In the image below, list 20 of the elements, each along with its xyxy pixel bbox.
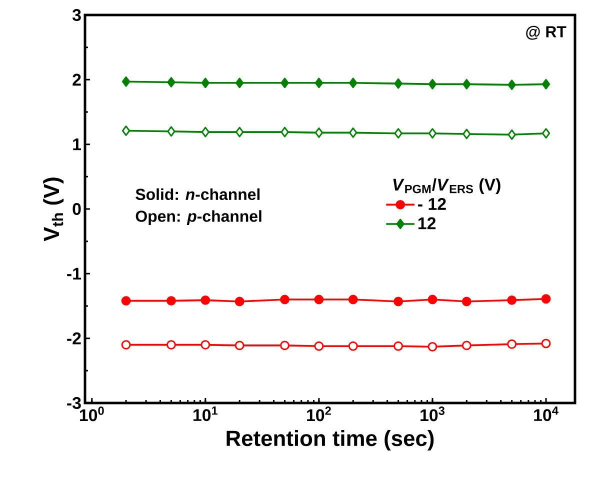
y-tick-label: 3 (72, 8, 81, 22)
x-tick-label: 10$^{1}$ (194, 406, 218, 422)
legend-title: V$_{PGM}$/V$_{ERS}$ (V) (393, 178, 500, 194)
y-tick-label: -2 (67, 332, 81, 344)
annotation: Solid: n-channel (136, 188, 260, 200)
y-tick-label: 0 (72, 203, 81, 216)
x-axis-title: Retention time (sec) (226, 430, 434, 450)
y-tick-label: -1 (67, 268, 82, 280)
x-tick-label: 10$^{3}$ (420, 406, 445, 422)
y-tick-label: 1 (73, 138, 82, 150)
legend-label: - 12 (418, 198, 446, 210)
x-tick-label: 10$^{2}$ (307, 406, 331, 422)
y-tick-label: 2 (72, 74, 81, 86)
y-tick-label: -3 (67, 396, 81, 410)
y-axis-title: V$_{th}$ (V) (43, 178, 64, 242)
annotation: @ RT (526, 26, 566, 40)
x-tick-label: 10$^{4}$ (534, 406, 558, 422)
legend-label: 12 (418, 217, 436, 230)
x-tick-label: 10$^{0}$ (80, 406, 104, 422)
annotation: Open: p-channel (136, 210, 262, 226)
